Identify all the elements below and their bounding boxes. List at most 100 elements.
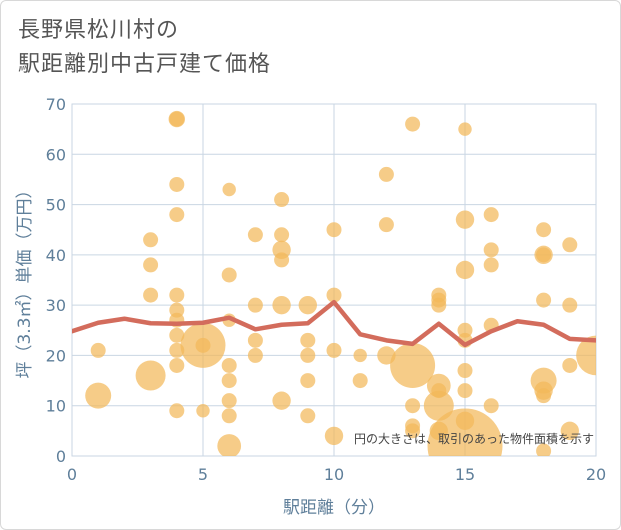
data-bubble — [143, 232, 159, 248]
data-bubble — [390, 342, 436, 388]
data-bubble — [90, 342, 106, 358]
data-bubble — [483, 257, 499, 273]
grid — [71, 103, 597, 457]
data-bubble — [300, 347, 316, 363]
data-bubble — [169, 176, 185, 192]
data-bubble — [272, 391, 291, 410]
y-tick-label: 20 — [46, 346, 66, 365]
data-bubble — [427, 408, 503, 456]
data-bubble — [221, 393, 237, 409]
data-bubble — [536, 222, 552, 238]
data-bubble — [169, 357, 185, 373]
data-bubble — [455, 260, 475, 280]
data-bubble — [169, 327, 185, 343]
data-bubble — [300, 408, 316, 424]
data-bubble — [562, 237, 578, 253]
data-bubble — [195, 337, 211, 353]
data-bubble — [274, 252, 290, 268]
chart-title: 長野県松川村の 駅距離別中古戸建て価格 — [18, 14, 271, 82]
data-bubble — [378, 217, 394, 233]
title-line-2: 駅距離別中古戸建て価格 — [18, 52, 272, 77]
size-note: 円の大きさは、取引のあった物件面積を示す — [354, 431, 594, 446]
data-bubble — [143, 257, 159, 273]
y-tick-label: 0 — [56, 447, 66, 466]
data-bubble — [405, 116, 421, 132]
data-bubble — [85, 382, 112, 409]
x-tick-label: 0 — [67, 465, 77, 484]
data-bubble — [405, 398, 421, 414]
tick-labels: 0 10 20 30 40 50 60 70 0 5 10 15 20 — [46, 95, 607, 484]
average-price-line — [72, 299, 596, 348]
data-bubble — [562, 357, 578, 373]
data-bubble — [576, 335, 596, 376]
data-bubble — [378, 166, 394, 182]
data-bubble — [298, 295, 317, 315]
y-tick-label: 50 — [46, 196, 66, 215]
data-bubble — [247, 297, 263, 313]
x-tick-label: 15 — [455, 465, 475, 484]
data-bubble — [247, 347, 263, 363]
data-bubble — [135, 360, 166, 391]
data-bubble — [377, 346, 396, 365]
data-bubble — [274, 192, 290, 208]
data-bubble — [221, 357, 237, 373]
data-bubble — [196, 404, 210, 418]
data-bubble — [169, 207, 185, 223]
data-bubble — [483, 207, 499, 223]
y-tick-label: 10 — [46, 397, 66, 416]
data-bubble — [272, 295, 291, 315]
data-bubble — [300, 373, 316, 389]
data-bubble — [483, 398, 499, 414]
x-tick-label: 20 — [586, 465, 606, 484]
data-bubble — [536, 443, 552, 456]
x-axis-label: 駅距離（分） — [283, 498, 385, 518]
data-bubble — [431, 383, 447, 399]
data-bubble — [429, 421, 448, 441]
data-bubble — [169, 342, 185, 358]
data-bubble — [536, 292, 552, 308]
x-tick-label: 10 — [324, 465, 344, 484]
data-bubble — [326, 287, 342, 303]
x-tick-label: 5 — [198, 465, 208, 484]
data-bubble — [455, 411, 475, 430]
data-bubble — [536, 388, 552, 404]
data-bubble — [247, 227, 263, 243]
data-bubble — [560, 421, 579, 441]
data-bubble — [352, 373, 368, 389]
data-bubble — [431, 297, 447, 313]
data-bubble — [562, 297, 578, 313]
data-bubble — [217, 434, 242, 456]
data-bubble — [458, 122, 472, 136]
data-bubble — [300, 332, 316, 348]
data-bubble — [326, 222, 342, 238]
data-bubble — [483, 242, 499, 258]
data-bubble — [143, 287, 159, 303]
bubble-layer — [85, 110, 596, 456]
data-bubble — [457, 363, 473, 379]
data-bubble — [221, 408, 237, 424]
data-bubble — [247, 332, 263, 348]
data-bubble — [169, 403, 185, 419]
data-bubble — [423, 390, 454, 421]
data-bubble — [274, 227, 290, 243]
y-tick-label: 60 — [46, 145, 66, 164]
data-bubble — [169, 111, 185, 127]
data-bubble — [405, 423, 421, 439]
data-bubble — [324, 426, 344, 446]
data-bubble — [221, 267, 237, 283]
data-bubble — [536, 247, 552, 263]
data-bubble — [169, 287, 185, 303]
data-bubble — [353, 348, 367, 363]
title-line-1: 長野県松川村の — [18, 18, 180, 43]
y-axis-label: 坪（3.3㎡）単価（万円） — [15, 181, 35, 378]
data-bubble — [457, 383, 473, 399]
y-tick-label: 30 — [46, 296, 66, 315]
data-bubble — [326, 342, 342, 358]
y-tick-label: 70 — [46, 95, 66, 114]
line-layer — [72, 299, 596, 348]
data-bubble — [222, 182, 236, 197]
y-tick-label: 40 — [46, 246, 66, 265]
data-bubble — [221, 373, 237, 389]
